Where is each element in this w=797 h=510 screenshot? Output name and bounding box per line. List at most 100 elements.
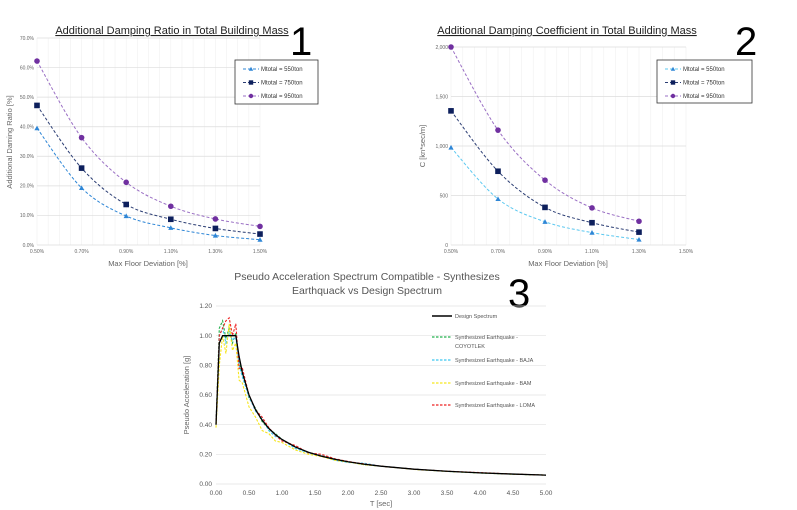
series-line xyxy=(215,316,547,476)
y-tick-label: 1.00 xyxy=(199,333,212,340)
data-point-circle xyxy=(636,218,642,225)
legend-item: Mtotal = 750ton xyxy=(243,80,303,87)
x-tick-label: 0.70% xyxy=(491,249,506,255)
data-point-square xyxy=(123,201,129,208)
data-point-circle xyxy=(34,58,40,64)
data-point-square xyxy=(212,225,219,232)
x-tick-label: 2.00 xyxy=(342,490,355,497)
x-tick-label: 0.90% xyxy=(538,249,553,255)
data-point-circle xyxy=(589,205,595,211)
x-tick-label: 1.50 xyxy=(309,490,322,497)
panel-number: 1 xyxy=(290,20,312,64)
data-point-triangle xyxy=(670,66,676,71)
legend-label: Mtotal = 750ton xyxy=(261,81,303,87)
chart-pseudo-acceleration: Pseudo Acceleration Spectrum Compatible … xyxy=(182,271,553,508)
legend-label: Synthesized Earthquake - LOMA xyxy=(455,403,535,409)
x-tick-label: 4.50 xyxy=(507,490,520,497)
data-point-circle xyxy=(168,203,174,210)
y-tick-label: 40.0% xyxy=(20,125,35,131)
data-point-square xyxy=(542,204,548,211)
legend: Mtotal = 550ton Mtotal = 750ton Mtotal = 9… xyxy=(656,59,753,104)
series-line xyxy=(36,105,261,235)
legend-item: Synthesized Earthquake - BAJA xyxy=(432,358,534,364)
y-axis-label: Pseudo Acceleration [g] xyxy=(182,356,191,435)
legend-item: Synthesized Earthquake - LOMA xyxy=(432,403,535,409)
data-point-circle xyxy=(495,127,501,133)
series-line xyxy=(215,335,547,476)
data-point-triangle xyxy=(34,125,40,131)
data-point-triangle xyxy=(448,144,454,150)
y-axis-label: C [kn*sec/m] xyxy=(418,125,427,168)
x-tick-label: 0.00 xyxy=(210,490,223,497)
data-point-triangle xyxy=(589,230,595,235)
legend-label-cont: COYOTLEK xyxy=(455,344,485,350)
x-tick-label: 1.10% xyxy=(585,249,600,255)
legend-label: Design Spectrum xyxy=(455,314,498,320)
legend-item: Mtotal = 750ton xyxy=(665,80,725,87)
data-point-triangle xyxy=(636,236,642,242)
data-point-circle xyxy=(212,216,219,222)
data-point-circle xyxy=(123,179,129,186)
legend-item: Design Spectrum xyxy=(432,314,498,320)
y-tick-label: 500 xyxy=(440,193,449,199)
y-tick-label: 0.60 xyxy=(199,392,212,399)
x-axis-label: Max Floor Deviation [%] xyxy=(108,259,188,268)
legend-label: Mtotal = 550ton xyxy=(261,67,303,73)
data-point-square xyxy=(168,216,174,223)
legend-item: Synthesized Earthquake - BAM xyxy=(432,381,532,387)
x-tick-label: 0.90% xyxy=(119,249,134,255)
series-line xyxy=(215,323,547,476)
y-tick-label: 0 xyxy=(445,243,448,249)
chart-damping-ratio: Additional Damping Ratio in Total Buildi… xyxy=(5,20,319,268)
y-tick-label: 20.0% xyxy=(20,184,35,190)
series-line xyxy=(36,127,261,241)
data-point-square xyxy=(636,229,642,235)
series-line xyxy=(215,318,547,476)
y-tick-label: 0.0% xyxy=(23,243,35,249)
data-point-triangle xyxy=(257,237,263,242)
x-tick-label: 4.00 xyxy=(474,490,487,497)
legend-item: Mtotal = 950ton xyxy=(243,93,303,100)
y-tick-label: 30.0% xyxy=(20,154,35,160)
y-tick-label: 2,000 xyxy=(435,45,448,51)
x-tick-label: 1.50% xyxy=(679,249,694,255)
legend-item: Mtotal = 550ton xyxy=(665,66,725,73)
data-point-square xyxy=(257,231,263,237)
y-tick-label: 0.40 xyxy=(199,422,212,429)
y-axis-label: Additional Daming Ratio [%] xyxy=(5,95,14,188)
y-tick-label: 1,500 xyxy=(435,94,448,100)
legend-item: Mtotal = 550ton xyxy=(243,66,303,73)
y-tick-label: 0.00 xyxy=(199,481,212,488)
series-line xyxy=(450,46,640,222)
x-tick-label: 1.30% xyxy=(208,249,223,255)
data-point-circle xyxy=(542,177,548,183)
x-tick-label: 1.50% xyxy=(253,249,268,255)
legend-label: Synthesized Earthquake - xyxy=(455,335,518,341)
x-tick-label: 1.00 xyxy=(276,490,289,497)
legend-label: Mtotal = 950ton xyxy=(683,94,725,100)
y-tick-label: 50.0% xyxy=(20,95,35,101)
data-point-square xyxy=(448,108,454,114)
x-tick-label: 0.50% xyxy=(444,249,459,255)
x-tick-label: 2.50 xyxy=(375,490,388,497)
legend: Design Spectrum Synthesized Earthquake - C… xyxy=(432,314,535,409)
chart-title: Additional Damping Coefficient in Total … xyxy=(437,25,697,37)
y-tick-label: 70.0% xyxy=(20,36,35,42)
x-tick-label: 0.50% xyxy=(30,249,45,255)
data-point-square xyxy=(248,80,254,85)
y-tick-label: 60.0% xyxy=(20,65,35,71)
data-point-triangle xyxy=(79,185,85,191)
chart-damping-coefficient: Additional Damping Coefficient in Total … xyxy=(418,20,757,268)
panel-number: 3 xyxy=(508,272,530,316)
legend-item: Synthesized Earthquake - COYOTLEK xyxy=(432,335,518,350)
y-tick-label: 1,000 xyxy=(435,144,448,150)
data-point-square xyxy=(670,80,676,85)
data-point-square xyxy=(78,165,85,171)
x-tick-label: 1.30% xyxy=(632,249,647,255)
data-point-circle xyxy=(670,93,676,99)
legend-item: Mtotal = 950ton xyxy=(665,93,725,100)
legend-label: Mtotal = 950ton xyxy=(261,94,303,100)
data-point-triangle xyxy=(542,219,548,224)
data-point-square xyxy=(495,168,501,175)
